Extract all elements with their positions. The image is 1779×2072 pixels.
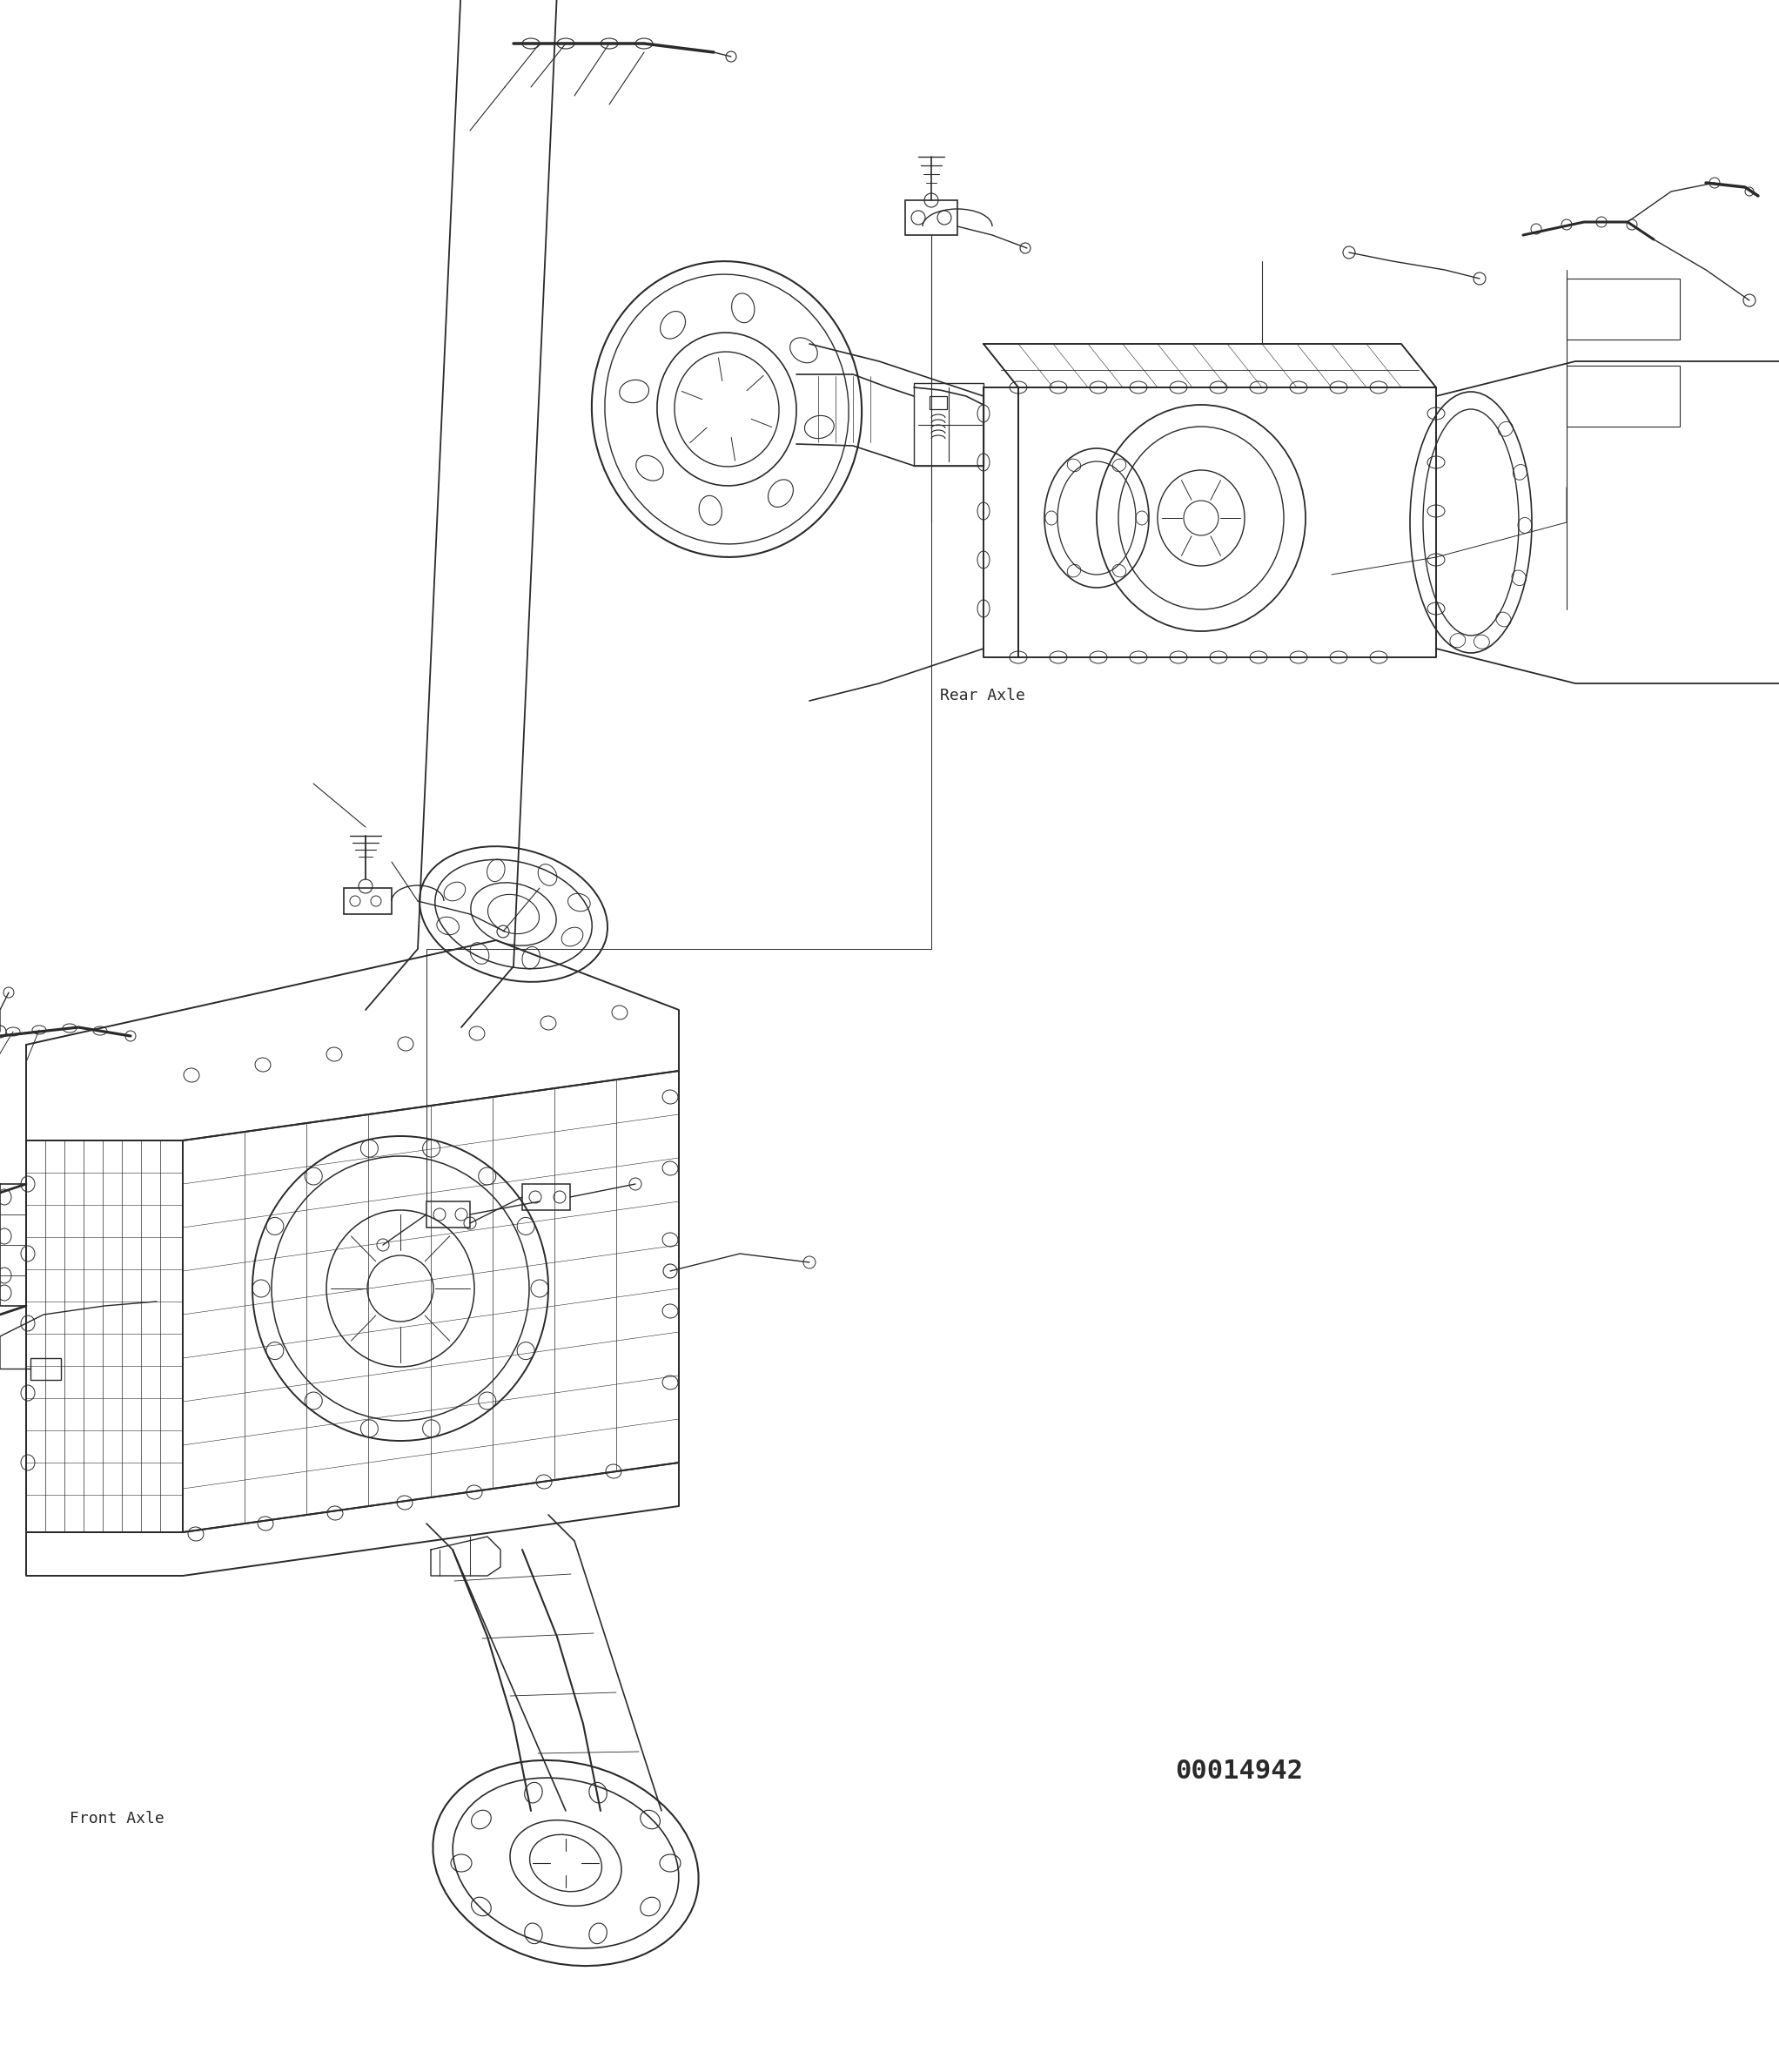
- Bar: [914, 383, 984, 466]
- Bar: [30, 1357, 60, 1380]
- Bar: [343, 889, 391, 914]
- Bar: [1567, 278, 1679, 340]
- Bar: [1567, 365, 1679, 427]
- Bar: [523, 1183, 569, 1210]
- Text: Rear Axle: Rear Axle: [939, 688, 1025, 702]
- Bar: [930, 396, 946, 408]
- Bar: [906, 201, 957, 234]
- Text: 00014942: 00014942: [1174, 1759, 1302, 1784]
- Text: Front Axle: Front Axle: [69, 1811, 164, 1828]
- Bar: [427, 1202, 470, 1227]
